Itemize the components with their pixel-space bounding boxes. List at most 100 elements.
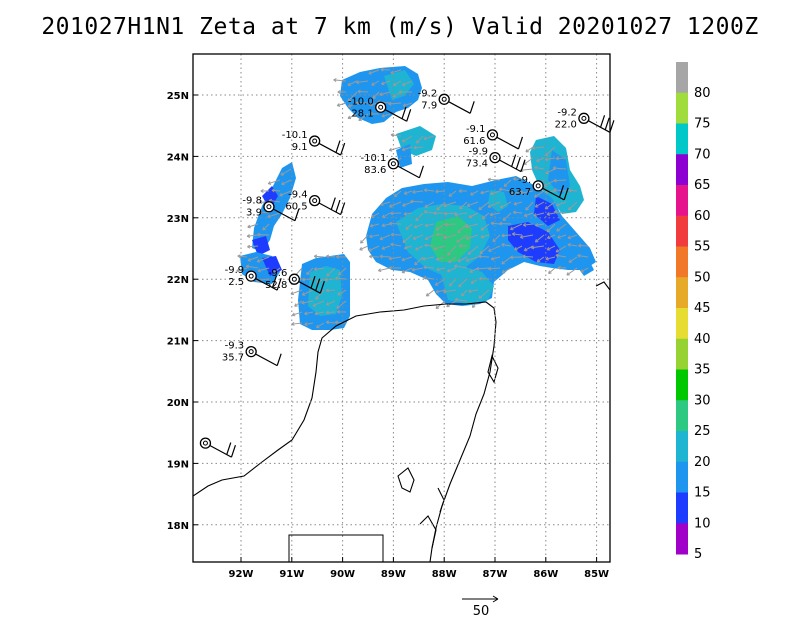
wind-vector	[501, 267, 512, 274]
wind-vector	[312, 300, 325, 307]
wind-vector	[372, 91, 380, 100]
wind-vector	[390, 69, 402, 75]
wind-vector	[247, 223, 259, 229]
station-value-top: -9.9	[225, 265, 245, 276]
wind-vector	[280, 168, 292, 176]
wind-vector	[490, 190, 501, 196]
wind-vector	[413, 145, 424, 150]
station-value-top: -9.8	[242, 196, 262, 207]
wind-vector	[325, 300, 336, 306]
station-value-bottom: 2.5	[228, 277, 244, 288]
station-marker	[375, 101, 387, 113]
wind-vector	[257, 267, 270, 273]
colorbar-label: 40	[694, 332, 711, 347]
colorbar-swatch	[676, 308, 688, 340]
station-value-top: -9.2	[418, 88, 438, 99]
station: -9.83.9	[242, 196, 300, 222]
wind-vector	[510, 190, 523, 196]
wind-vector	[256, 256, 270, 263]
station-value-bottom: 7.9	[421, 100, 437, 111]
station: -10.183.6	[361, 153, 424, 179]
wind-vector	[457, 223, 468, 234]
wind-vector	[520, 190, 534, 195]
wind-vector	[443, 289, 457, 294]
wind-vector	[389, 221, 402, 226]
station-marker	[199, 437, 212, 449]
wind-vector	[470, 278, 479, 284]
wind-vector	[380, 80, 391, 86]
wind-vector	[378, 267, 391, 273]
station-value-bottom: 83.6	[364, 165, 386, 176]
lat-tick-label: 23N	[167, 214, 189, 225]
wind-vector	[552, 166, 567, 171]
wind-vector	[534, 234, 545, 243]
wind-barb-flag	[511, 154, 517, 167]
wind-vector	[390, 232, 402, 237]
wind-vector	[447, 245, 457, 256]
wind-vector	[447, 267, 457, 273]
wind-vector	[267, 179, 281, 185]
wind-vector	[415, 245, 424, 251]
wind-barb-flag	[401, 106, 407, 119]
wind-vector	[443, 201, 457, 208]
wind-vector	[557, 265, 567, 270]
wind-vector	[388, 101, 402, 106]
wind-barb-flag	[226, 442, 232, 455]
wind-vector	[568, 256, 578, 263]
wind-vector	[388, 146, 402, 152]
station-marker-inner	[266, 204, 272, 210]
station-marker	[578, 112, 590, 124]
wind-vector	[568, 201, 578, 211]
wind-barb-flag	[599, 115, 606, 128]
colorbar-label: 25	[694, 424, 711, 439]
wind-vector	[245, 264, 259, 269]
wind-barb-flag	[230, 444, 237, 458]
colorbar-label: 50	[694, 270, 711, 285]
wind-vector	[501, 233, 512, 238]
wind-vector	[459, 201, 468, 210]
lat-tick-label: 22N	[167, 275, 189, 286]
wind-vector	[488, 245, 501, 253]
colorbar-label: 15	[694, 486, 711, 501]
station-value-bottom: 52.8	[265, 280, 287, 291]
station-marker-inner	[291, 276, 297, 282]
colorbar-label: 30	[694, 393, 711, 408]
station-marker	[263, 201, 275, 213]
wind-vector	[487, 201, 501, 208]
wind-vector	[304, 322, 314, 327]
colorbar-swatch	[676, 246, 688, 278]
wind-barb-flag	[319, 281, 325, 294]
wind-vector	[444, 222, 457, 227]
station: -9.973.4	[466, 147, 526, 173]
station-marker	[438, 93, 450, 105]
wind-vector	[435, 189, 446, 194]
wind-vector	[412, 189, 424, 194]
wind-barb-flag	[276, 353, 282, 366]
wind-vector	[306, 267, 314, 276]
lat-tick-label: 19N	[167, 459, 189, 470]
station-value-bottom: 9.1	[292, 142, 308, 153]
wind-vector	[414, 256, 424, 266]
wind-vector	[436, 267, 446, 272]
wind-vector	[457, 256, 468, 263]
graticule	[193, 54, 610, 562]
wind-vector	[314, 311, 325, 316]
wind-vector	[422, 256, 435, 261]
wind-vector	[260, 189, 270, 193]
wind-vector	[512, 232, 523, 237]
wind-vector	[533, 212, 545, 217]
station-value-bottom: 28.1	[351, 108, 373, 119]
wind-barb-flag	[271, 275, 278, 288]
colorbar-swatch	[676, 123, 688, 155]
station-value-top: -10.1	[282, 130, 308, 141]
wind-vector	[510, 255, 523, 260]
wind-vector	[424, 234, 435, 241]
wind-vector	[503, 179, 512, 187]
wind-vector	[434, 278, 446, 286]
colorbar-swatch	[676, 492, 688, 524]
lon-tick-label: 89W	[381, 569, 406, 580]
wind-vector	[454, 212, 468, 217]
reference-vector-arrowhead	[492, 595, 499, 603]
wind-vector	[347, 102, 358, 108]
station-value-top: -9.3	[225, 341, 245, 352]
